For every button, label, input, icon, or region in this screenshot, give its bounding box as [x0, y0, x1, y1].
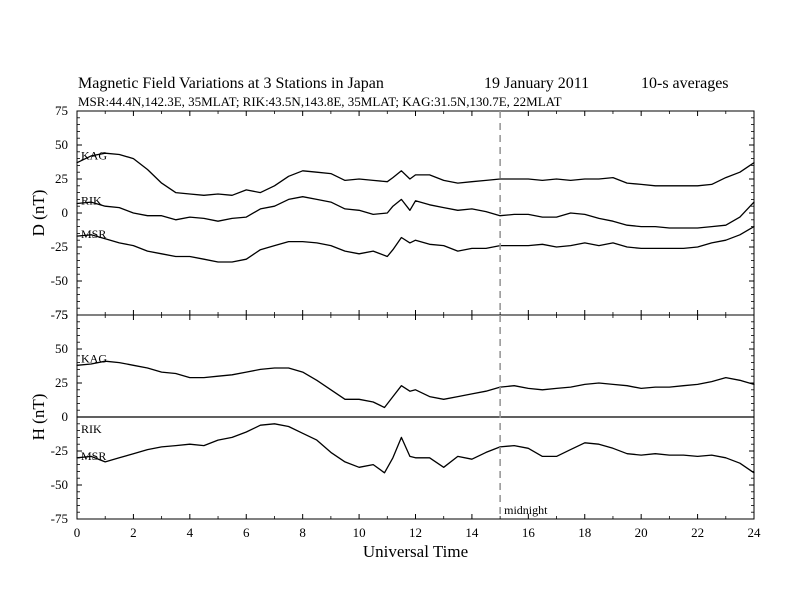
h-series-line-kag — [76, 360, 755, 409]
h-series-label-kag: KAG — [81, 351, 107, 365]
h-xtick-label: 10 — [353, 525, 366, 540]
h-axis-title: H (nT) — [29, 394, 48, 441]
d-series-label-rik: RIK — [81, 193, 102, 207]
x-axis-title: Universal Time — [363, 542, 468, 561]
h-xtick-label: 2 — [130, 525, 137, 540]
h-ytick-label: -75 — [51, 511, 68, 526]
midnight-marker: midnight — [499, 111, 548, 519]
d-series-line-rik — [76, 196, 755, 229]
d-component-panel: -75 -50 -25 0 25 50 75 D (nT) KAG RIK MSR — [29, 103, 755, 322]
midnight-label: midnight — [504, 503, 548, 517]
h-xtick-label: 4 — [187, 525, 194, 540]
d-ytick-label: -50 — [51, 273, 68, 288]
d-ytick-label: 75 — [55, 103, 68, 118]
h-xtick-label: 18 — [578, 525, 591, 540]
d-series-label-kag: KAG — [81, 149, 107, 163]
d-series-line-kag — [76, 152, 755, 196]
figure-averaging: 10-s averages — [641, 75, 729, 92]
h-xtick-label: 8 — [299, 525, 306, 540]
d-ytick-label: 0 — [62, 205, 69, 220]
h-xtick-label: 20 — [635, 525, 648, 540]
d-axis-title: D (nT) — [29, 190, 48, 237]
d-ytick-label: -75 — [51, 307, 68, 322]
h-ytick-label: -50 — [51, 477, 68, 492]
h-series-line-msr — [76, 423, 755, 474]
figure-title: Magnetic Field Variations at 3 Stations … — [78, 75, 384, 92]
h-xtick-label: 22 — [691, 525, 704, 540]
h-xtick-label: 14 — [465, 525, 479, 540]
h-ytick-label: 25 — [55, 375, 68, 390]
h-series-label-rik: RIK — [81, 422, 102, 436]
h-ytick-label: -25 — [51, 443, 68, 458]
station-coordinates: MSR:44.4N,142.3E, 35MLAT; RIK:43.5N,143.… — [78, 94, 562, 109]
h-ytick-label: 0 — [62, 409, 69, 424]
h-series-label-msr: MSR — [81, 449, 106, 463]
h-ytick-label: 50 — [55, 341, 68, 356]
d-ytick-label: 50 — [55, 137, 68, 152]
h-xtick-label: 0 — [74, 525, 81, 540]
h-xtick-label: 6 — [243, 525, 250, 540]
h-ytick-label: 75 — [55, 307, 68, 322]
h-xtick-label: 12 — [409, 525, 422, 540]
figure-date: 19 January 2011 — [484, 75, 589, 92]
d-series-label-msr: MSR — [81, 227, 106, 241]
h-xtick-label: 16 — [522, 525, 536, 540]
h-xtick-label: 24 — [748, 525, 762, 540]
d-series-line-msr — [76, 225, 755, 263]
d-ytick-label: -25 — [51, 239, 68, 254]
d-panel-frame — [76, 110, 755, 316]
d-ytick-label: 25 — [55, 171, 68, 186]
